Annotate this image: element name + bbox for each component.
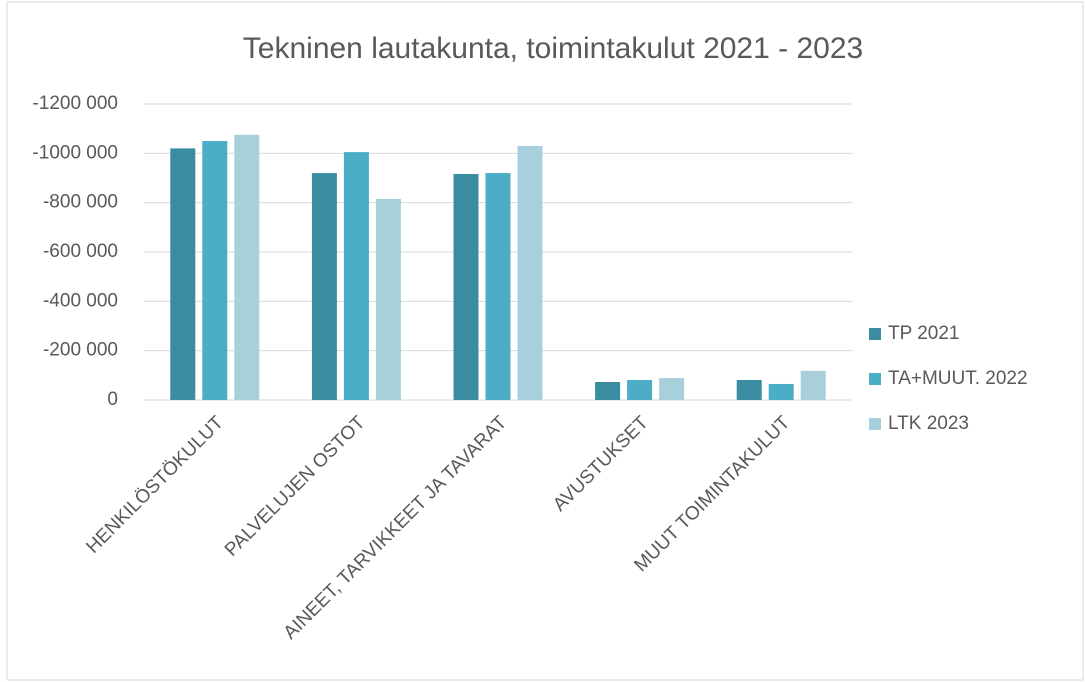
bar [202, 141, 228, 400]
y-tick-label: 0 [107, 389, 118, 410]
bar [311, 173, 337, 400]
legend-swatch [869, 328, 881, 340]
chart-title: Tekninen lautakunta, toimintakulut 2021 … [243, 32, 863, 65]
bar [375, 198, 401, 400]
bar [517, 145, 543, 400]
y-tick-label: -1200 000 [32, 93, 118, 114]
legend-swatch [869, 373, 881, 385]
bar [485, 173, 511, 400]
bar [659, 378, 685, 400]
legend-label: TA+MUUT. 2022 [888, 368, 1028, 389]
bar [800, 370, 826, 400]
y-tick-label: -400 000 [43, 290, 118, 311]
y-tick-label: -600 000 [43, 241, 118, 262]
bar [627, 380, 653, 400]
legend-label: TP 2021 [888, 323, 959, 344]
bar [768, 383, 794, 400]
bar [595, 381, 621, 400]
bar [234, 134, 260, 401]
y-tick-label: -800 000 [43, 192, 118, 213]
y-tick-label: -200 000 [43, 340, 118, 361]
bar [343, 152, 369, 400]
bar [170, 148, 196, 400]
bar [736, 380, 762, 400]
legend-label: LTK 2023 [888, 413, 969, 434]
legend-swatch [869, 418, 881, 430]
bar [453, 174, 479, 400]
y-tick-label: -1000 000 [32, 142, 118, 163]
